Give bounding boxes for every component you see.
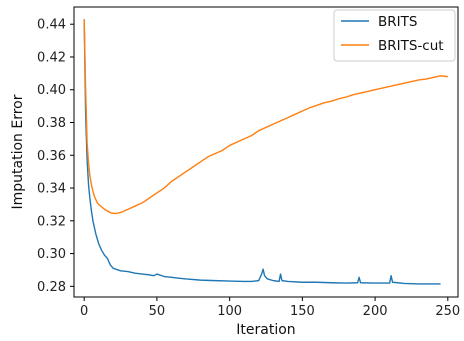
y-tick-label: 0.42 bbox=[37, 50, 66, 65]
y-axis-ticks: 0.28 0.30 0.32 0.34 0.36 0.38 0.40 0.42 0.44 bbox=[37, 18, 74, 295]
legend: BRITS BRITS-cut bbox=[333, 9, 456, 62]
y-axis-label: Imputation Error bbox=[10, 94, 26, 209]
y-tick-label: 0.34 bbox=[37, 182, 66, 197]
plot-frame bbox=[73, 6, 459, 298]
series-line-brits-cut bbox=[83, 19, 448, 215]
x-tick-label: 250 bbox=[435, 304, 460, 319]
y-tick-label: 0.36 bbox=[37, 149, 66, 164]
x-tick-label: 100 bbox=[217, 304, 242, 319]
series-layer bbox=[83, 19, 448, 285]
series-line-brits bbox=[83, 19, 441, 285]
x-tick-label: 200 bbox=[363, 304, 388, 319]
x-axis-ticks: 0 50 100 150 200 250 bbox=[80, 297, 460, 319]
y-tick-label: 0.32 bbox=[37, 214, 66, 229]
x-tick-label: 150 bbox=[290, 304, 315, 319]
y-tick-label: 0.44 bbox=[37, 18, 66, 33]
legend-label-brits: BRITS bbox=[378, 14, 417, 30]
y-tick-label: 0.30 bbox=[37, 247, 66, 262]
y-tick-label: 0.40 bbox=[37, 83, 66, 98]
y-tick-label: 0.28 bbox=[37, 280, 66, 295]
x-tick-label: 50 bbox=[149, 304, 166, 319]
x-tick-label: 0 bbox=[80, 304, 88, 319]
x-axis-label: Iteration bbox=[236, 322, 295, 338]
y-tick-label: 0.38 bbox=[37, 116, 66, 131]
legend-box bbox=[333, 9, 456, 62]
legend-label-brits-cut: BRITS-cut bbox=[378, 38, 444, 54]
